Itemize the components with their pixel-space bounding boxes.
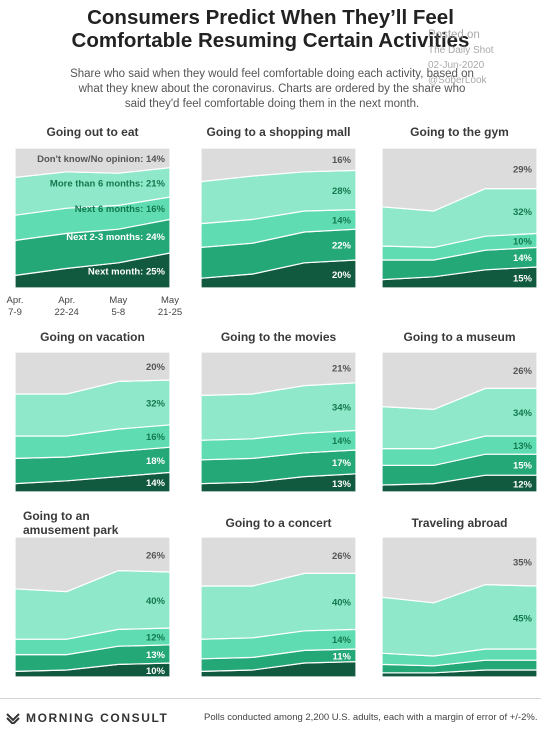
area-don-t-know-no-opinion [381, 147, 538, 212]
title-line-1: Consumers Predict When They’ll Feel [87, 6, 454, 29]
panel-going-to-the-gym: 15% 14% 10% 32% 29% [381, 147, 538, 289]
data-label: 14% [513, 253, 533, 264]
data-label: 13% [146, 650, 166, 661]
data-label: 14% [332, 436, 352, 447]
data-label: 34% [332, 403, 352, 414]
subtitle-line-1: Share who said when they would feel comf… [70, 68, 474, 80]
x-tick-label: Apr. [58, 295, 75, 306]
data-label: 14% [332, 635, 352, 646]
x-tick-label: May [109, 295, 127, 306]
watermark-line-2: The Daily Shot [428, 45, 494, 56]
area-don-t-know-no-opinion [200, 351, 357, 397]
data-label: 40% [146, 596, 166, 607]
chart-subtitle: Share who said when they would feel comf… [46, 67, 498, 112]
data-label: Don't know/No opinion: 14% [37, 154, 165, 165]
data-label: 15% [513, 274, 533, 285]
data-label: Next month: 25% [88, 267, 166, 278]
data-label: 22% [332, 241, 352, 252]
chart-title: Consumers Predict When They’ll Feel Comf… [0, 6, 541, 52]
area-don-t-know-no-opinion [200, 147, 357, 183]
data-label: 26% [513, 366, 533, 377]
footer: MORNING CONSULT Polls conducted among 2,… [0, 698, 541, 736]
panel-going-to-an-amusement-park: 10% 13% 12% 40% 26% [14, 536, 171, 678]
panel-going-to-a-concert: 11% 14% 40% 26% [200, 536, 357, 678]
data-label: 10% [146, 666, 166, 677]
data-label: 13% [332, 479, 352, 490]
panel-going-to-the-movies: 13% 17% 14% 34% 21% [200, 351, 357, 493]
panel-going-on-vacation: 14% 18% 16% 32% 20% [14, 351, 171, 493]
data-label: Next 2-3 months: 24% [66, 232, 165, 243]
panel-title: Going to a shopping mall [206, 125, 351, 139]
panel-title: Going to a concert [225, 516, 332, 530]
watermark-line-3: 02-Jun-2020 [428, 60, 485, 71]
panel-title: Going to a museum [403, 330, 516, 344]
data-label: 16% [146, 432, 166, 443]
data-label: 40% [332, 597, 352, 608]
data-label: 15% [513, 461, 533, 472]
data-label: 35% [513, 558, 533, 569]
data-label: 14% [332, 215, 352, 226]
morning-consult-logo-icon [6, 713, 20, 724]
morning-consult-logo: MORNING CONSULT [26, 711, 169, 725]
data-label: 17% [332, 458, 352, 469]
data-label: 12% [513, 480, 533, 491]
panel-title: Going to the gym [410, 125, 509, 139]
area-don-t-know-no-opinion [381, 536, 538, 604]
data-label: 14% [146, 478, 166, 489]
panel-title: Going on vacation [40, 330, 145, 344]
panel-title: Going out to eat [46, 125, 139, 139]
data-label: 21% [332, 363, 352, 374]
x-tick-label: 5-8 [111, 307, 125, 318]
x-tick-label: 21-25 [158, 307, 182, 318]
data-label: 12% [146, 632, 166, 643]
x-tick-label: May [161, 295, 179, 306]
data-label: 32% [513, 207, 533, 218]
panel-going-to-a-shopping-mall: 20% 22% 14% 28% 16% [200, 147, 357, 289]
watermark-line-4: @SoberLook [428, 75, 487, 86]
data-label: 34% [513, 408, 533, 419]
footnote: Polls conducted among 2,200 U.S. adults,… [204, 712, 538, 723]
panel-title: Going to the movies [220, 330, 337, 344]
data-label: 45% [513, 614, 533, 625]
x-tick-label: 22-24 [55, 307, 79, 318]
data-label: 16% [332, 155, 352, 166]
data-label: 18% [146, 456, 166, 467]
data-label: More than 6 months: 21% [50, 178, 166, 189]
x-tick-label: Apr. [7, 295, 24, 306]
panel-traveling-abroad: 45% 35% [381, 536, 538, 678]
panel-title: Going to an amusement park [23, 509, 119, 537]
data-label: 26% [146, 551, 166, 562]
data-label: Next 6 months: 16% [75, 204, 166, 215]
panel-going-out-to-eat: Next month: 25% Next 2-3 months: 24% Next … [14, 147, 171, 289]
data-label: 13% [513, 441, 533, 452]
data-label: 10% [513, 236, 533, 247]
panel-going-to-a-museum: 12% 15% 13% 34% 26% [381, 351, 538, 493]
x-tick-label: 7-9 [8, 307, 22, 318]
watermark: Posted on The Daily Shot 02-Jun-2020 @So… [428, 28, 494, 88]
watermark-line-1: Posted on [428, 29, 480, 41]
area-don-t-know-no-opinion [381, 351, 538, 411]
title-line-2: Comfortable Resuming Certain Activities [71, 29, 470, 52]
data-label: 20% [146, 362, 166, 373]
subtitle-line-3: said they'd feel comfortable doing them … [124, 98, 420, 110]
area-don-t-know-no-opinion [14, 147, 171, 179]
small-multiples-area-charts: Next month: 25% Next 2-3 months: 24% Next … [7, 147, 538, 678]
subtitle-line-2: what they knew about the coronavirus. Ch… [78, 83, 466, 95]
data-label: 20% [332, 270, 352, 281]
area-don-t-know-no-opinion [14, 351, 171, 395]
data-label: 11% [333, 651, 352, 662]
data-label: 28% [332, 186, 352, 197]
area-don-t-know-no-opinion [200, 536, 357, 587]
data-label: 29% [513, 164, 533, 175]
data-label: 32% [146, 398, 166, 409]
data-label: 26% [332, 551, 352, 562]
panel-title: Traveling abroad [411, 516, 508, 530]
area-don-t-know-no-opinion [14, 536, 171, 593]
